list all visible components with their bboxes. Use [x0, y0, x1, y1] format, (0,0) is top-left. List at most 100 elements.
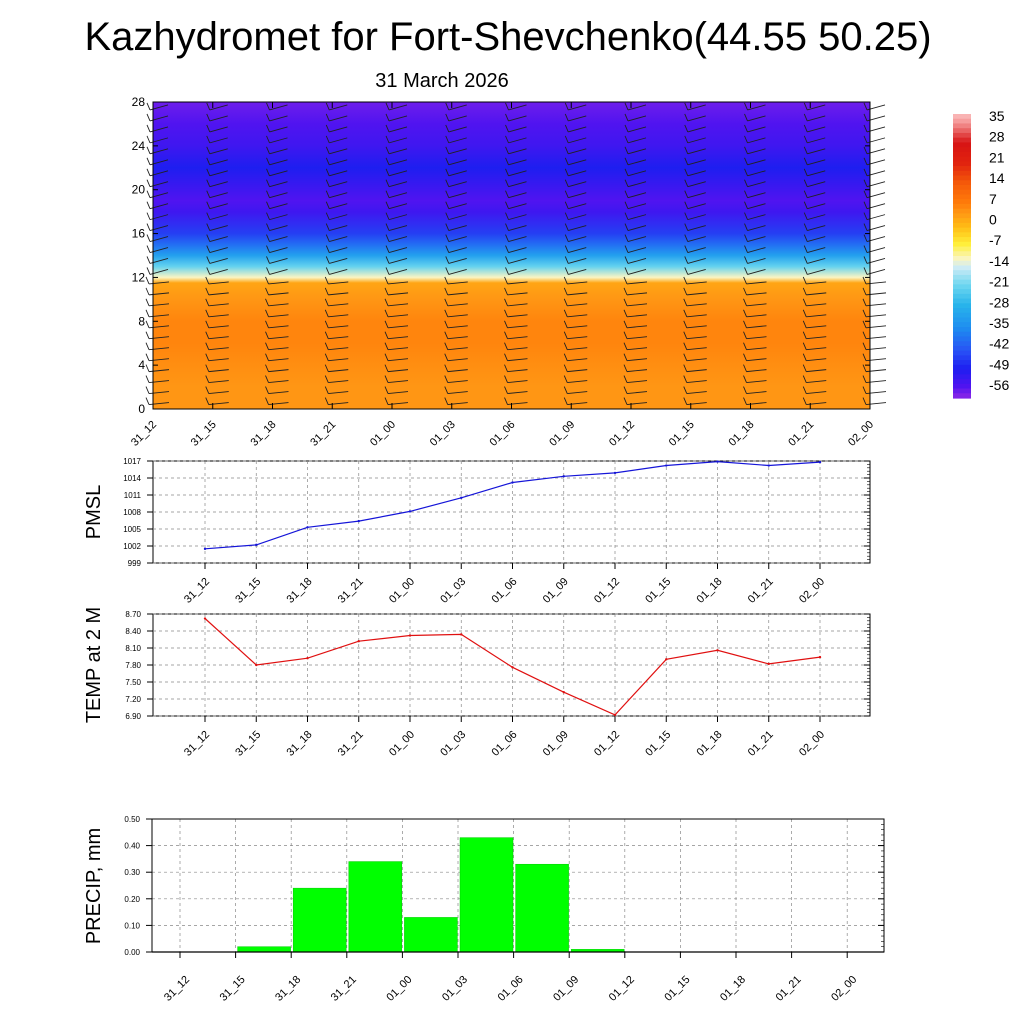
pmsl-point [357, 519, 360, 523]
x-tick-label: 01_15 [643, 729, 673, 759]
temp-chart: 31_12 31_15 31_18 31_21 01_00 01_03 01_06 01_09… [83, 607, 871, 759]
color-swatch [953, 317, 971, 323]
main-title: Kazhydromet for Fort-Shevchenko(44.55 50… [84, 15, 931, 59]
color-swatch [953, 123, 971, 129]
color-swatch [953, 345, 971, 352]
y-tick-label: 7.80 [125, 661, 141, 670]
color-scale-label: -7 [989, 232, 1002, 248]
color-scale-label: -14 [989, 253, 1009, 269]
color-scale-label: 0 [989, 212, 997, 228]
color-swatch [953, 327, 971, 333]
x-tick-label: 02_00 [846, 419, 876, 449]
color-swatch [953, 118, 971, 125]
x-tick-label: 01_18 [695, 576, 725, 606]
y-tick-label: 0.40 [124, 842, 140, 851]
temp-2m-point [357, 640, 360, 643]
color-swatch [953, 232, 971, 238]
y-tick-label: 20 [132, 183, 146, 197]
wind-barbs [145, 102, 887, 405]
y-tick-label: 0.10 [124, 921, 140, 930]
x-tick-label: 01_06 [488, 419, 518, 449]
y-tick-label: 0.00 [124, 948, 140, 957]
color-swatch [953, 251, 971, 257]
temp-2m-point [460, 633, 463, 636]
color-swatch [953, 114, 971, 120]
color-swatch [953, 199, 971, 205]
pmsl-chart: 31_12 31_15 31_18 31_21 01_00 01_03 01_06 01_09… [83, 457, 871, 606]
color-swatch [953, 170, 971, 177]
color-swatch [953, 383, 971, 390]
x-tick-label: 01_18 [695, 729, 725, 759]
x-tick-label: 01_03 [438, 729, 468, 759]
x-tick-label: 31_12 [182, 729, 212, 759]
x-tick-label: 01_09 [541, 576, 571, 606]
y-tick-label: 1005 [123, 525, 141, 534]
x-tick-label: 01_03 [428, 419, 458, 449]
pmsl-point [767, 464, 770, 467]
color-scale: 35 28 21 14 7 0 -7 -14 -21 -28 -35 -42 -49 -56 [953, 108, 1009, 399]
x-tick-label: 01_09 [541, 729, 571, 759]
x-tick-label: 01_00 [387, 729, 417, 759]
color-swatch [953, 265, 971, 271]
temp-2m-point [306, 657, 309, 660]
x-tick-label: 01_06 [490, 729, 520, 759]
profile-field [153, 102, 870, 409]
color-swatch [953, 270, 971, 276]
x-tick-label: 02_00 [797, 729, 827, 759]
color-swatch [953, 180, 971, 186]
color-swatch [953, 161, 971, 167]
color-swatch [953, 147, 971, 153]
y-tick-label: 1014 [123, 474, 141, 483]
pmsl-point [511, 481, 514, 484]
color-swatch [953, 142, 971, 148]
color-swatch [953, 293, 971, 300]
x-tick-label: 31_15 [218, 974, 248, 1004]
color-swatch [953, 308, 971, 314]
y-tick-label: 7.50 [125, 678, 141, 687]
pmsl-point [562, 475, 565, 478]
color-swatch [953, 185, 971, 191]
x-tick-label: 01_00 [387, 576, 417, 606]
temp-2m-point [613, 713, 617, 717]
color-swatch [953, 374, 971, 380]
x-tick-label: 01_21 [786, 419, 816, 449]
color-swatch [953, 246, 971, 252]
y-tick-label: 999 [128, 559, 142, 568]
y-axis-label: PRECIP, mm [83, 828, 105, 944]
precip-bar [237, 946, 291, 953]
temp-2m-point [562, 691, 565, 694]
pmsl-point [716, 460, 719, 463]
y-tick-label: 12 [132, 270, 146, 284]
color-swatch [953, 222, 971, 229]
x-tick-label: 01_12 [607, 419, 637, 449]
x-tick-label: 01_12 [607, 974, 637, 1004]
pmsl-point [306, 526, 309, 529]
x-tick-label: 02_00 [797, 576, 827, 606]
color-scale-label: 21 [989, 149, 1005, 165]
color-swatch [953, 379, 971, 385]
x-tick-label: 01_06 [490, 576, 520, 606]
x-tick-label: 31_18 [285, 729, 315, 759]
x-tick-label: 01_03 [438, 576, 468, 606]
subtitle: 31 March 2026 [375, 70, 508, 92]
precip-bar [515, 863, 569, 953]
temp-2m-point [716, 649, 719, 652]
y-tick-label: 8.10 [125, 644, 141, 653]
color-swatch [953, 341, 971, 347]
color-swatch [953, 218, 971, 224]
color-scale-label: 7 [989, 191, 997, 207]
color-swatch [953, 128, 971, 134]
color-scale-label: 28 [989, 129, 1005, 145]
x-tick-label: 01_09 [547, 419, 577, 449]
color-swatch [953, 279, 971, 285]
y-tick-label: 7.20 [125, 695, 141, 704]
color-swatch [953, 166, 971, 172]
color-swatch [953, 360, 971, 366]
temp-2m-point [203, 617, 207, 620]
precip-bar [404, 917, 458, 953]
color-swatch [953, 312, 971, 319]
color-scale-label: -35 [989, 315, 1009, 331]
color-scale-label: -49 [989, 356, 1009, 372]
x-tick-label: 31_12 [129, 419, 159, 449]
